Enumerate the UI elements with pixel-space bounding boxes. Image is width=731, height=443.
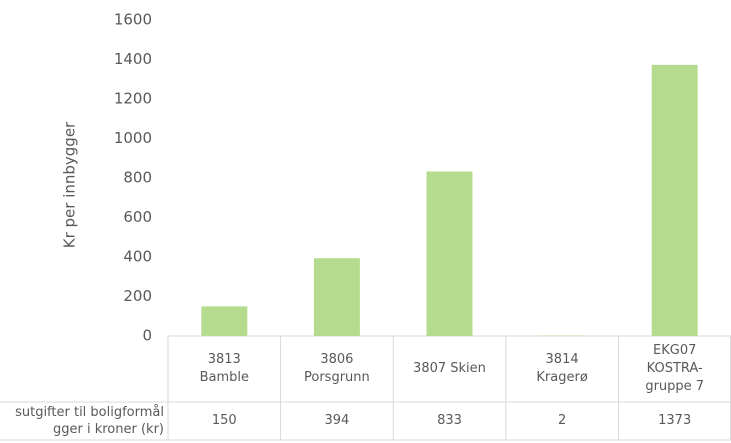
table-value: 2 [557,413,567,428]
bar [313,258,360,336]
table-value: 833 [437,413,462,428]
x-tick-label: 3813 Bamble [199,352,249,385]
y-tick-label: 400 [123,248,152,266]
x-tick-label: 3807 Skien [413,361,486,376]
bar [651,64,698,337]
y-tick-label: 600 [123,208,152,226]
legend-label: sutgifter til boligformål gger i kroner … [15,405,164,437]
y-tick-label: 800 [123,169,152,187]
y-tick-label: 200 [123,287,152,305]
y-tick-label: 1000 [114,129,152,147]
bar [426,171,473,336]
x-tick-label: 3806 Porsgrunn [304,352,370,385]
table-value: 1373 [658,413,692,428]
table-value: 394 [324,413,350,428]
table-value: 150 [211,413,237,428]
y-tick-label: 1200 [114,90,152,108]
y-tick-label: 1600 [114,11,152,29]
bar [201,306,248,336]
x-tick-label: 3814 Kragerø [536,352,588,385]
y-tick-label: 0 [142,327,152,345]
y-tick-label: 1400 [114,50,152,68]
y-axis-label: Kr per innbygger [61,121,79,248]
x-tick-label: EKG07 KOSTRA- gruppe 7 [645,343,705,394]
